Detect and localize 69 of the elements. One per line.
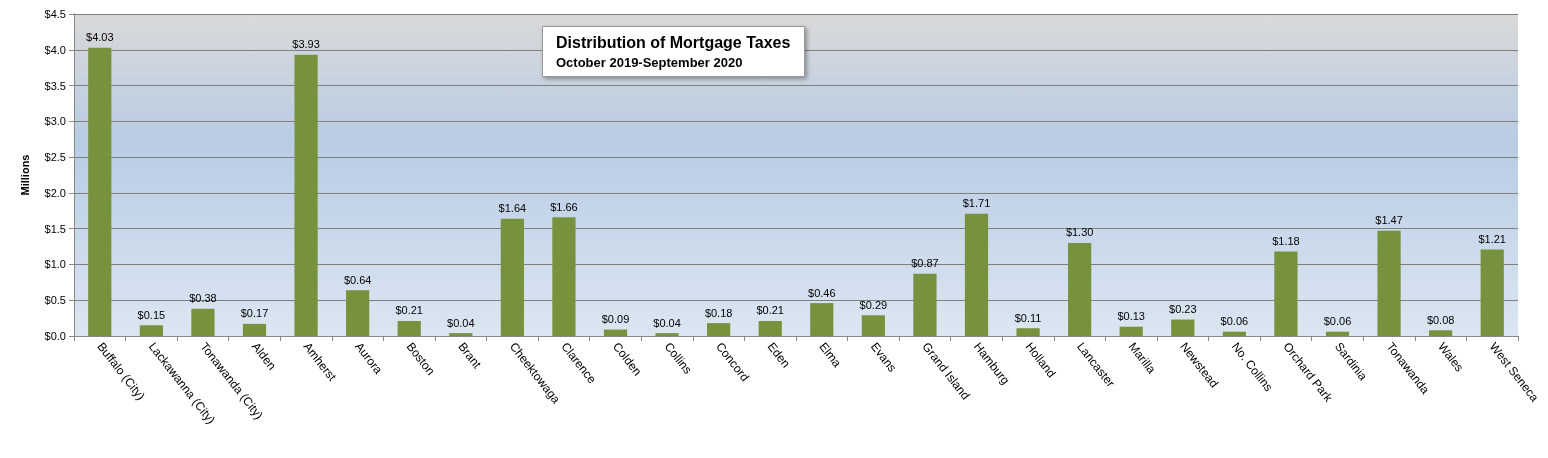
y-tick-label: $2.5 — [44, 151, 66, 164]
bar — [655, 333, 679, 336]
y-tick-label: $0.5 — [44, 294, 66, 307]
data-label: $0.15 — [137, 308, 166, 321]
data-label: $0.18 — [704, 306, 733, 319]
bar — [1068, 242, 1092, 336]
data-label: $0.04 — [653, 316, 681, 329]
y-tick-label: $3.0 — [44, 115, 66, 128]
y-tick-label: $1.0 — [44, 258, 66, 271]
bar — [707, 323, 731, 336]
data-label: $0.21 — [395, 304, 423, 317]
bar — [810, 303, 834, 336]
data-label: $0.29 — [859, 298, 888, 311]
data-label: $0.06 — [1323, 315, 1352, 328]
y-tick-label: $0.0 — [44, 330, 66, 342]
bar — [88, 47, 112, 336]
text: October 2019-September 2020 — [556, 55, 743, 70]
text: Distribution of Mortgage Taxes — [556, 33, 791, 51]
bar — [191, 308, 215, 336]
bar — [1016, 328, 1040, 336]
bar — [964, 213, 989, 336]
data-label: $1.47 — [1375, 214, 1403, 227]
bar — [346, 290, 370, 336]
data-label: $0.64 — [343, 273, 372, 286]
data-label: $1.18 — [1272, 235, 1300, 248]
data-label: $0.87 — [911, 257, 939, 270]
bar — [397, 320, 421, 336]
y-tick-label: $2.0 — [44, 186, 66, 199]
bar — [1119, 326, 1143, 336]
bar — [552, 217, 576, 336]
y-tick-label: $4.5 — [44, 8, 66, 20]
bar — [1274, 251, 1298, 336]
bar — [1171, 319, 1195, 336]
data-label: $0.06 — [1220, 315, 1249, 328]
data-label: $0.13 — [1117, 310, 1145, 323]
y-tick-label: $4.0 — [44, 43, 66, 56]
bar — [1429, 330, 1453, 336]
bar — [242, 323, 267, 336]
data-label: $4.03 — [86, 31, 114, 44]
data-label: $0.21 — [756, 304, 784, 317]
y-axis-title: Millions — [18, 154, 31, 196]
data-label: $0.38 — [189, 292, 217, 305]
bar — [449, 333, 473, 336]
data-label: $0.17 — [240, 307, 269, 320]
bar — [758, 320, 782, 336]
bar — [1480, 249, 1504, 336]
data-label: $1.64 — [498, 202, 527, 215]
data-label: $1.21 — [1478, 232, 1506, 245]
bar — [1377, 230, 1401, 336]
bar — [294, 54, 318, 336]
data-label: $0.09 — [601, 313, 630, 326]
data-label: $0.23 — [1169, 303, 1197, 316]
bar — [861, 315, 885, 336]
y-tick-label: $1.5 — [44, 222, 66, 235]
bar — [1325, 331, 1350, 336]
bar — [1222, 331, 1246, 336]
y-tick-label: $3.5 — [44, 79, 66, 92]
data-label: $0.46 — [808, 286, 836, 299]
bar — [913, 273, 937, 336]
data-label: $0.08 — [1426, 313, 1455, 326]
bar — [603, 329, 628, 336]
data-label: $3.93 — [292, 38, 320, 51]
bar — [139, 325, 163, 336]
data-label: $0.04 — [447, 316, 475, 329]
data-label: $1.71 — [962, 197, 991, 210]
data-label: $0.11 — [1014, 311, 1042, 324]
data-label: $1.30 — [1065, 226, 1094, 239]
data-label: $1.66 — [550, 200, 578, 213]
bar — [500, 218, 524, 336]
